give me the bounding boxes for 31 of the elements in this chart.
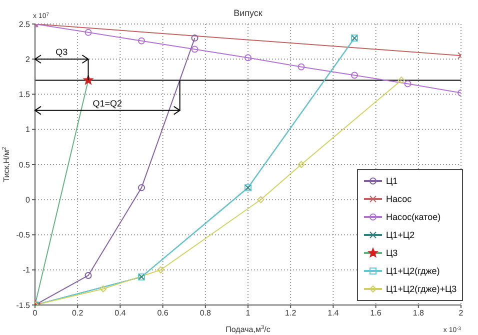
x-tick-label: 0 <box>32 308 38 318</box>
x-tick-label: 1.6 <box>370 308 382 318</box>
x-tick-label: 0.8 <box>200 308 212 318</box>
chart-title: Випуск <box>234 8 262 18</box>
legend-label: Насос <box>386 194 412 204</box>
y-tick-label: 1.5 <box>18 90 31 100</box>
annotation: Q1=Q2 <box>92 98 122 108</box>
x-tick-label: 0.4 <box>114 308 126 318</box>
x-tick-label: 1.2 <box>285 308 297 318</box>
legend-label: Ц1 <box>386 176 398 186</box>
x-tick-label: 0.2 <box>72 308 84 318</box>
y-tick-label: 0.5 <box>18 160 31 170</box>
x-axis-title: Подача,м$^{3}$/с <box>226 325 270 334</box>
x-tick-label: 1.8 <box>412 308 425 318</box>
x-tick-label: 0.6 <box>157 308 169 318</box>
y-tick-label: -1 <box>22 266 31 275</box>
x-tick-label: 2 <box>458 308 464 318</box>
y-tick-label: 2 <box>26 54 31 64</box>
y-tick-label: 1 <box>26 125 31 134</box>
y-tick-label: -1.5 <box>16 300 31 310</box>
legend-label: Насос(катое) <box>386 212 441 222</box>
legend-label: Ц1+Ц2(гдже) <box>386 266 440 276</box>
y-tick-label: 2.5 <box>18 20 31 29</box>
x-tick-label: 1 <box>246 308 251 318</box>
legend-label: Ц1+Ц2 <box>386 230 415 240</box>
y-tick-label: 0 <box>26 195 31 204</box>
legend-label: Ц3 <box>386 248 398 258</box>
annotation: Q3 <box>56 47 68 58</box>
x-tick-label: 1.4 <box>328 308 340 318</box>
y-tick-label: -0.5 <box>16 230 31 240</box>
legend-label: Ц1+Ц2(гдже)+Ц3 <box>386 284 457 294</box>
